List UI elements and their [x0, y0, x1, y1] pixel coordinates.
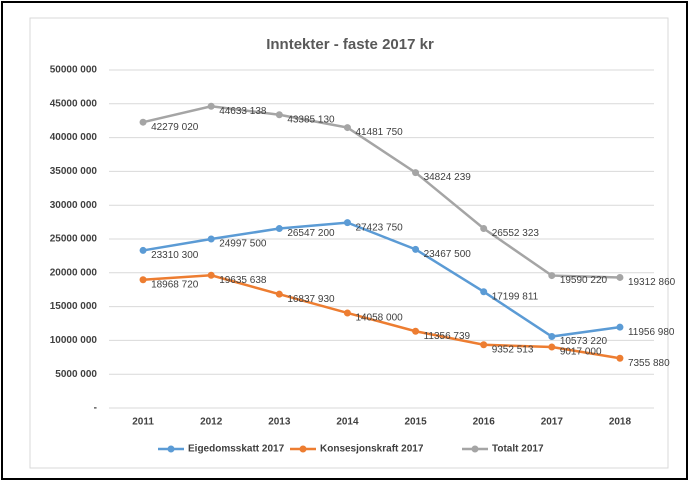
legend-label: Eigedomsskatt 2017: [188, 444, 285, 455]
x-tick-label: 2016: [473, 417, 496, 428]
legend-label: Konsesjonskraft 2017: [320, 444, 424, 455]
y-tick-label: 25000 000: [50, 234, 98, 245]
data-label: 19312 860: [628, 277, 676, 288]
y-tick-label: 15000 000: [50, 301, 98, 312]
legend-marker: [471, 445, 479, 453]
data-label: 14058 000: [355, 313, 403, 324]
y-tick-label: 30000 000: [50, 200, 98, 211]
point: [139, 276, 147, 284]
y-tick-label: 40000 000: [50, 132, 98, 143]
data-label: 10573 220: [560, 336, 608, 347]
point: [412, 327, 420, 335]
data-label: 7355 880: [628, 358, 670, 369]
y-tick-label: 35000 000: [50, 166, 98, 177]
data-label: 19590 220: [560, 275, 608, 286]
point: [207, 102, 215, 110]
data-label: 27423 750: [355, 222, 403, 233]
x-tick-label: 2013: [268, 417, 291, 428]
y-tick-label: 10000 000: [50, 335, 98, 346]
data-label: 23310 300: [151, 250, 199, 261]
x-tick-label: 2012: [200, 417, 223, 428]
data-label: 11956 980: [628, 327, 675, 338]
series-line: [142, 221, 621, 338]
data-label: 26547 200: [287, 228, 335, 239]
point: [275, 111, 283, 119]
chart-area: [29, 17, 669, 469]
data-label: 43385 130: [287, 114, 335, 125]
point: [548, 343, 556, 351]
x-tick-label: 2014: [336, 417, 359, 428]
series-line: [142, 274, 621, 360]
data-label: 23467 500: [424, 249, 472, 260]
point: [548, 272, 556, 280]
data-label: 19635 638: [219, 275, 267, 286]
data-label: 18968 720: [151, 279, 199, 290]
data-label: 44633 138: [219, 106, 267, 117]
y-tick-label: 20000 000: [50, 267, 98, 278]
point: [616, 273, 624, 281]
data-label: 9017 000: [560, 347, 602, 358]
legend-marker: [167, 445, 175, 453]
y-tick-label: 5000 000: [55, 369, 97, 380]
data-label: 34824 239: [424, 172, 472, 183]
data-label: 16837 930: [287, 294, 335, 305]
chart-title: Inntekter - faste 2017 kr: [266, 36, 434, 53]
y-tick-label: 50000 000: [50, 65, 98, 76]
x-tick-label: 2018: [609, 417, 632, 428]
legend-marker: [299, 445, 307, 453]
series-line: [142, 105, 620, 279]
point: [412, 169, 420, 177]
point: [480, 288, 488, 296]
point: [616, 323, 624, 331]
data-label: 42279 020: [151, 122, 199, 133]
y-tick-label: -: [94, 403, 97, 414]
legend-label: Totalt 2017: [492, 444, 544, 455]
point: [207, 271, 215, 279]
point: [343, 309, 351, 317]
point: [343, 124, 351, 132]
point: [480, 225, 488, 233]
point: [139, 118, 147, 126]
point: [548, 333, 556, 341]
point: [412, 245, 420, 253]
data-label: 17199 811: [492, 291, 539, 302]
point: [275, 290, 283, 298]
y-tick-label: 45000 000: [50, 98, 98, 109]
x-tick-label: 2015: [404, 417, 427, 428]
data-label: 24997 500: [219, 239, 267, 250]
x-tick-label: 2011: [132, 417, 154, 428]
point: [343, 219, 351, 227]
data-label: 41481 750: [355, 127, 403, 138]
data-label: 26552 323: [492, 228, 540, 239]
x-tick-label: 2017: [541, 417, 564, 428]
point: [139, 246, 147, 254]
point: [480, 341, 488, 349]
point: [616, 354, 624, 362]
point: [275, 225, 283, 233]
data-label: 9352 513: [492, 344, 534, 355]
point: [207, 235, 215, 243]
data-label: 11356 739: [424, 331, 471, 342]
